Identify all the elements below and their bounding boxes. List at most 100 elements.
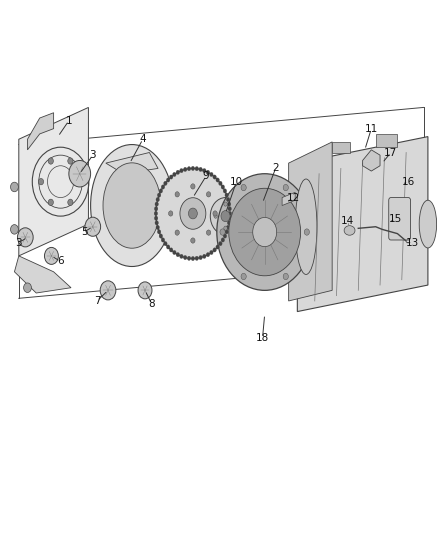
Polygon shape (289, 142, 332, 301)
Circle shape (138, 282, 152, 299)
Circle shape (45, 247, 58, 264)
Circle shape (206, 230, 211, 235)
Circle shape (195, 256, 198, 261)
Text: 6: 6 (57, 256, 64, 266)
Circle shape (253, 217, 277, 247)
Circle shape (170, 175, 173, 179)
Polygon shape (14, 256, 71, 293)
Circle shape (180, 168, 183, 173)
Circle shape (229, 188, 300, 276)
Circle shape (191, 256, 194, 261)
Ellipse shape (344, 225, 355, 235)
Text: 5: 5 (81, 227, 88, 237)
Circle shape (206, 192, 211, 197)
Circle shape (214, 214, 217, 218)
Circle shape (170, 248, 173, 252)
Circle shape (155, 221, 159, 225)
Circle shape (228, 207, 231, 211)
Circle shape (156, 197, 159, 201)
Ellipse shape (91, 144, 173, 266)
Circle shape (228, 216, 231, 220)
Circle shape (206, 170, 210, 174)
Circle shape (191, 166, 194, 171)
Circle shape (175, 192, 180, 197)
Text: 17: 17 (384, 148, 398, 158)
Circle shape (164, 241, 167, 246)
Circle shape (213, 248, 216, 252)
Circle shape (166, 245, 170, 249)
Circle shape (195, 166, 198, 171)
Polygon shape (282, 192, 295, 206)
Circle shape (164, 181, 167, 185)
Circle shape (223, 189, 227, 193)
Circle shape (68, 158, 73, 164)
Ellipse shape (419, 200, 437, 248)
Circle shape (206, 253, 210, 257)
Circle shape (234, 214, 237, 218)
Circle shape (157, 230, 161, 234)
Ellipse shape (295, 179, 317, 274)
Circle shape (219, 181, 222, 185)
Circle shape (217, 174, 313, 290)
Circle shape (176, 170, 180, 174)
Circle shape (69, 160, 91, 187)
Text: 13: 13 (406, 238, 419, 248)
Circle shape (216, 245, 219, 249)
Circle shape (283, 184, 288, 191)
Circle shape (166, 178, 170, 182)
Circle shape (161, 238, 165, 242)
Circle shape (210, 198, 241, 235)
Text: 14: 14 (341, 216, 354, 227)
Circle shape (161, 185, 165, 189)
Circle shape (175, 230, 180, 235)
Circle shape (220, 229, 225, 235)
Circle shape (221, 185, 225, 189)
Circle shape (210, 172, 213, 176)
Text: 12: 12 (286, 192, 300, 203)
Circle shape (210, 251, 213, 255)
Circle shape (24, 283, 32, 293)
Circle shape (199, 167, 202, 172)
Circle shape (157, 193, 161, 197)
Circle shape (159, 234, 162, 238)
Circle shape (226, 225, 230, 230)
Circle shape (159, 189, 162, 193)
Circle shape (180, 254, 183, 259)
Circle shape (39, 179, 44, 185)
Circle shape (223, 234, 227, 238)
Circle shape (191, 238, 195, 243)
Bar (332, 142, 350, 152)
Polygon shape (28, 113, 53, 150)
Polygon shape (19, 108, 88, 256)
Circle shape (221, 238, 225, 242)
Text: 3: 3 (89, 150, 96, 160)
Circle shape (213, 175, 216, 179)
Polygon shape (297, 136, 428, 312)
Circle shape (187, 166, 191, 171)
Circle shape (203, 168, 206, 173)
Bar (376, 134, 397, 147)
Text: 1: 1 (66, 116, 72, 126)
Circle shape (188, 208, 198, 219)
Circle shape (154, 212, 158, 216)
Circle shape (304, 229, 309, 235)
Circle shape (18, 228, 33, 247)
Circle shape (68, 199, 73, 206)
Circle shape (283, 273, 288, 280)
Circle shape (173, 172, 176, 176)
Circle shape (225, 230, 229, 234)
Text: 9: 9 (203, 172, 209, 181)
Circle shape (176, 253, 180, 257)
Text: 18: 18 (256, 333, 269, 343)
Polygon shape (363, 150, 380, 171)
Circle shape (224, 226, 227, 230)
Circle shape (191, 184, 195, 189)
Circle shape (219, 241, 222, 246)
FancyBboxPatch shape (389, 198, 410, 240)
Text: 2: 2 (272, 164, 279, 173)
Circle shape (241, 273, 246, 280)
Circle shape (156, 225, 159, 230)
Circle shape (226, 197, 230, 201)
Text: 7: 7 (94, 296, 100, 306)
Circle shape (225, 193, 229, 197)
